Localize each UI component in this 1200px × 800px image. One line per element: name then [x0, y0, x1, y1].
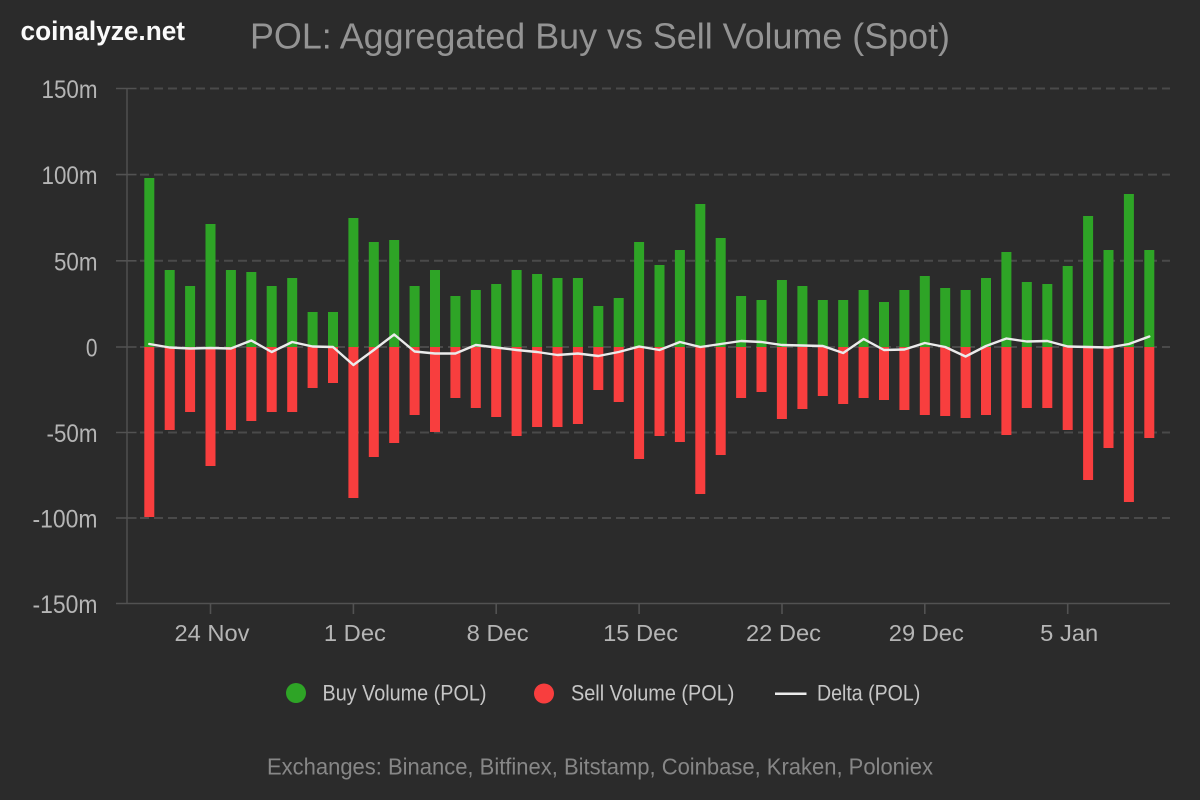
svg-text:5 Jan: 5 Jan — [1040, 620, 1098, 646]
svg-text:POL: Aggregated Buy vs Sell Vo: POL: Aggregated Buy vs Sell Volume (Spot… — [250, 15, 950, 56]
svg-text:22 Dec: 22 Dec — [746, 620, 821, 646]
svg-text:Exchanges: Binance, Bitfinex,: Exchanges: Binance, Bitfinex, Bitstamp, … — [267, 754, 933, 780]
svg-text:coinalyze.net: coinalyze.net — [21, 16, 186, 46]
svg-text:24 Nov: 24 Nov — [175, 620, 251, 646]
svg-text:Sell Volume (POL): Sell Volume (POL) — [571, 681, 734, 706]
svg-text:15 Dec: 15 Dec — [603, 620, 678, 646]
svg-text:29 Dec: 29 Dec — [889, 620, 964, 646]
svg-text:8 Dec: 8 Dec — [467, 620, 529, 646]
svg-text:-150m: -150m — [33, 591, 98, 619]
svg-text:-100m: -100m — [33, 506, 98, 534]
svg-text:Delta (POL): Delta (POL) — [817, 681, 920, 706]
svg-text:100m: 100m — [42, 162, 98, 190]
svg-text:150m: 150m — [42, 76, 98, 104]
svg-text:-50m: -50m — [47, 420, 98, 448]
svg-text:50m: 50m — [54, 248, 98, 276]
svg-text:Buy Volume (POL): Buy Volume (POL) — [323, 681, 487, 706]
svg-text:1 Dec: 1 Dec — [324, 620, 386, 646]
svg-text:0: 0 — [86, 335, 98, 363]
